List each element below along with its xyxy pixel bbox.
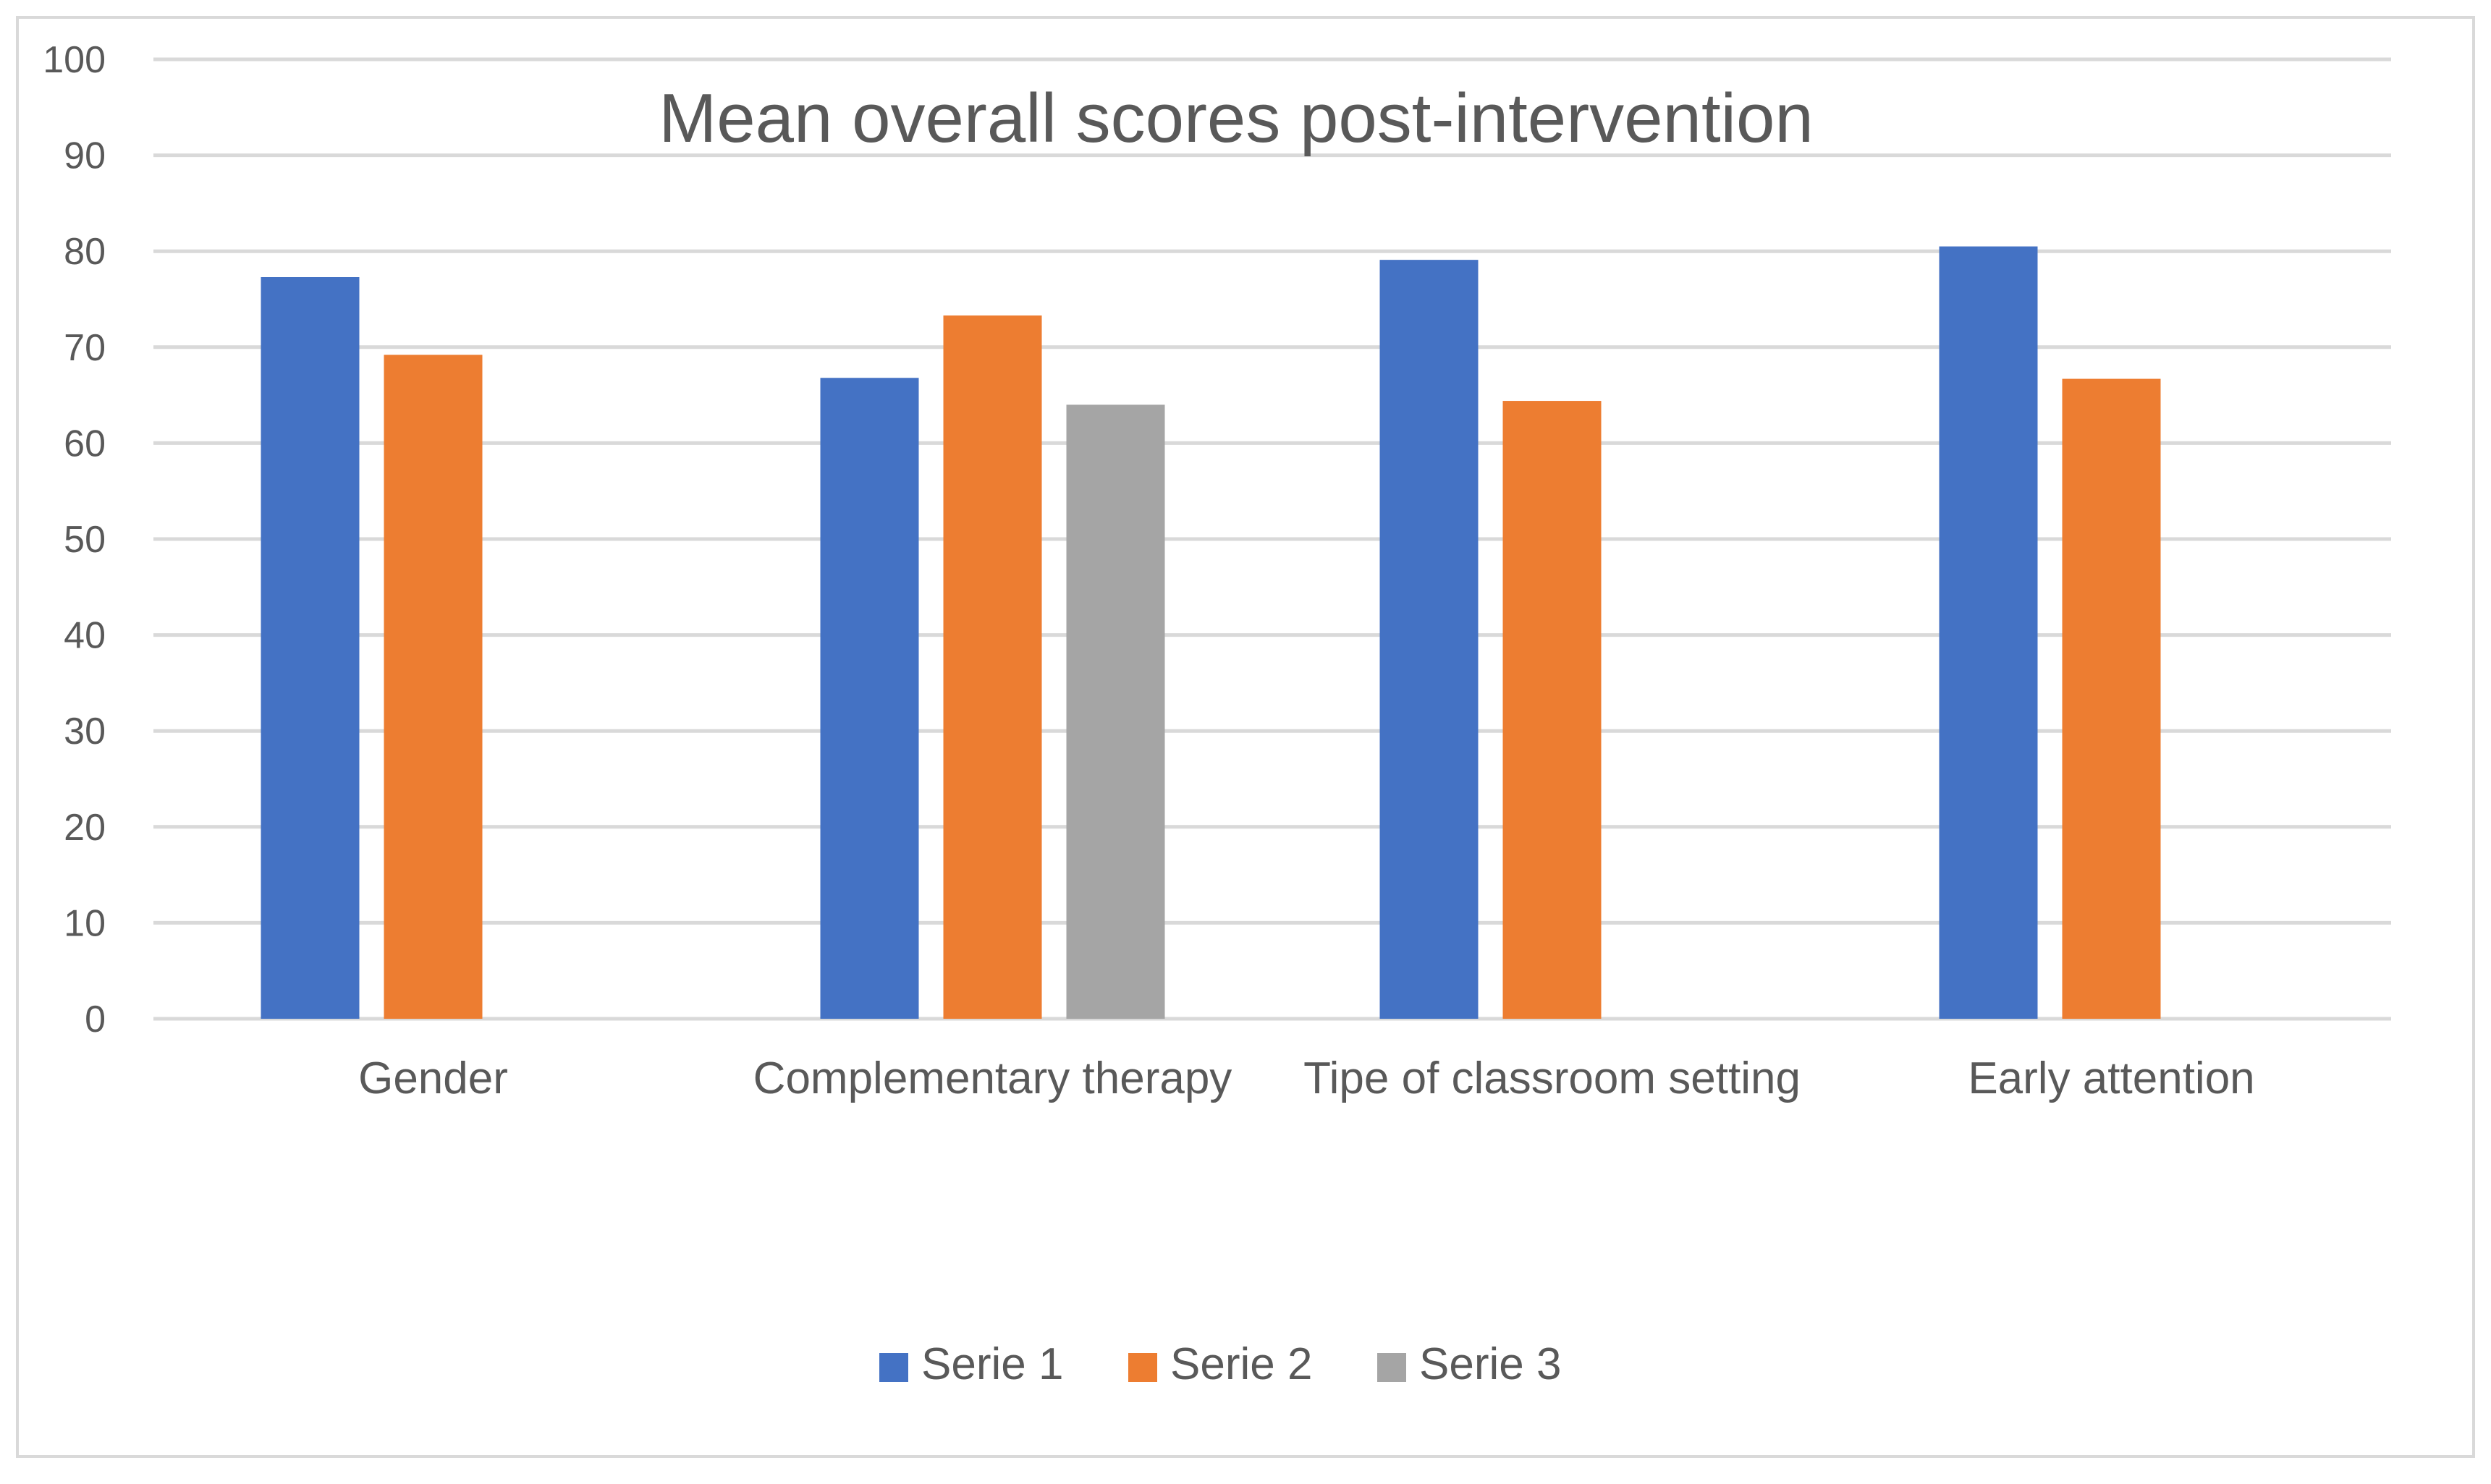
legend-label: Serie 3 bbox=[1419, 1339, 1561, 1389]
bar bbox=[1502, 401, 1602, 1019]
bar bbox=[384, 355, 483, 1019]
chart-title: Mean overall scores post-intervention bbox=[659, 80, 1813, 157]
y-tick-label: 20 bbox=[64, 807, 106, 849]
bar bbox=[261, 277, 360, 1019]
gridlines bbox=[153, 57, 2391, 1021]
bar bbox=[820, 378, 919, 1019]
bar-chart: 0 10 20 30 40 50 60 70 80 90 100 Gender Complementa… bbox=[43, 39, 2391, 1389]
x-axis-category-labels: Gender Complementary therapy Tipe of class… bbox=[358, 1053, 2255, 1103]
legend-label: Serie 2 bbox=[1170, 1339, 1312, 1389]
y-tick-label: 70 bbox=[64, 327, 106, 369]
bar bbox=[943, 315, 1042, 1019]
bar bbox=[1939, 246, 2038, 1019]
chart-frame: 0 10 20 30 40 50 60 70 80 90 100 Gender Complementa… bbox=[16, 16, 2475, 1458]
x-category-label: Complementary therapy bbox=[753, 1053, 1232, 1103]
legend-swatch bbox=[1128, 1353, 1157, 1382]
y-tick-label: 0 bbox=[85, 998, 106, 1040]
legend: Serie 1 Serie 2 Serie 3 bbox=[879, 1339, 1561, 1389]
x-category-label: Early attention bbox=[1968, 1053, 2254, 1103]
legend-swatch bbox=[1377, 1353, 1406, 1382]
legend-label: Serie 1 bbox=[921, 1339, 1063, 1389]
y-tick-label: 10 bbox=[64, 902, 106, 944]
bar bbox=[1379, 260, 1479, 1019]
bars bbox=[261, 246, 2161, 1019]
y-axis-tick-labels: 0 10 20 30 40 50 60 70 80 90 100 bbox=[43, 39, 106, 1040]
y-tick-label: 90 bbox=[64, 135, 106, 177]
x-category-label: Tipe of classroom setting bbox=[1303, 1053, 1801, 1103]
legend-swatch bbox=[879, 1353, 908, 1382]
y-tick-label: 40 bbox=[64, 615, 106, 657]
bar bbox=[2062, 378, 2161, 1019]
y-tick-label: 30 bbox=[64, 711, 106, 752]
bar bbox=[1066, 404, 1165, 1019]
y-tick-label: 80 bbox=[64, 231, 106, 273]
y-tick-label: 100 bbox=[43, 39, 106, 81]
y-tick-label: 50 bbox=[64, 519, 106, 561]
x-category-label: Gender bbox=[358, 1053, 508, 1103]
y-tick-label: 60 bbox=[64, 423, 106, 465]
